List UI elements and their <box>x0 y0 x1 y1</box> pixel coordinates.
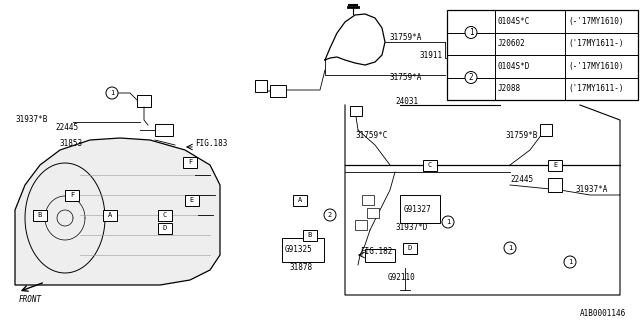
Bar <box>155 124 173 136</box>
Bar <box>447 10 638 100</box>
Circle shape <box>504 242 516 254</box>
Text: G91327: G91327 <box>404 204 432 213</box>
Text: 2: 2 <box>328 212 332 218</box>
Text: 31878: 31878 <box>290 263 313 273</box>
Text: C: C <box>163 212 167 218</box>
Bar <box>548 159 562 171</box>
Text: 31759*A: 31759*A <box>390 33 422 42</box>
Bar <box>365 249 395 262</box>
Text: F: F <box>188 159 192 165</box>
Circle shape <box>564 256 576 268</box>
Text: D: D <box>163 225 167 231</box>
Text: ('17MY1611-): ('17MY1611-) <box>568 84 623 93</box>
Text: FRONT: FRONT <box>19 295 42 305</box>
Text: 31759*A: 31759*A <box>390 74 422 83</box>
Text: 22445: 22445 <box>510 175 533 185</box>
Text: D: D <box>408 245 412 251</box>
Bar <box>403 243 417 253</box>
Text: 0104S*D: 0104S*D <box>498 62 531 71</box>
Bar <box>355 220 367 230</box>
Text: 31759*B: 31759*B <box>505 131 538 140</box>
Text: G92110: G92110 <box>388 274 416 283</box>
Text: 24031: 24031 <box>395 97 418 106</box>
Bar <box>293 195 307 205</box>
Bar <box>158 222 172 234</box>
Text: 22445: 22445 <box>55 124 78 132</box>
Text: B: B <box>308 232 312 238</box>
Text: 31853: 31853 <box>60 139 83 148</box>
Text: 2: 2 <box>468 73 474 82</box>
Text: 1: 1 <box>110 90 114 96</box>
Text: 31937*A: 31937*A <box>575 186 607 195</box>
Text: E: E <box>553 162 557 168</box>
Circle shape <box>324 209 336 221</box>
Text: 0104S*C: 0104S*C <box>498 17 531 26</box>
Bar <box>303 229 317 241</box>
Bar <box>423 159 437 171</box>
Text: B: B <box>38 212 42 218</box>
Bar <box>183 156 197 167</box>
Text: A: A <box>298 197 302 203</box>
Bar <box>350 106 362 116</box>
Bar <box>255 80 267 92</box>
Text: E: E <box>190 197 194 203</box>
Text: J20602: J20602 <box>498 39 525 48</box>
Circle shape <box>442 216 454 228</box>
Bar <box>185 195 199 205</box>
Text: 1: 1 <box>446 219 450 225</box>
Text: G91325: G91325 <box>285 245 313 254</box>
Text: FIG.182: FIG.182 <box>360 247 392 257</box>
Text: 31759*C: 31759*C <box>355 131 387 140</box>
Text: 31911: 31911 <box>420 52 443 60</box>
Bar <box>540 124 552 136</box>
Bar <box>33 210 47 220</box>
Text: 31937*D: 31937*D <box>395 223 428 233</box>
Text: F: F <box>70 192 74 198</box>
Bar <box>103 210 117 220</box>
Circle shape <box>465 27 477 38</box>
Bar <box>158 210 172 220</box>
Polygon shape <box>15 138 220 285</box>
Text: 1: 1 <box>508 245 512 251</box>
Bar <box>362 195 374 205</box>
Text: A: A <box>108 212 112 218</box>
Text: C: C <box>428 162 432 168</box>
Text: (-'17MY1610): (-'17MY1610) <box>568 62 623 71</box>
Text: J2088: J2088 <box>498 84 521 93</box>
Text: A1B0001146: A1B0001146 <box>580 308 627 317</box>
Bar <box>548 178 562 192</box>
Text: 1: 1 <box>568 259 572 265</box>
Bar <box>270 85 286 97</box>
Text: (-'17MY1610): (-'17MY1610) <box>568 17 623 26</box>
Text: 1: 1 <box>468 28 474 37</box>
Bar <box>400 195 440 223</box>
Bar <box>367 208 379 218</box>
Circle shape <box>465 71 477 84</box>
Bar <box>282 238 324 262</box>
Text: 31937*B: 31937*B <box>15 116 47 124</box>
Circle shape <box>106 87 118 99</box>
Bar <box>65 189 79 201</box>
Text: ('17MY1611-): ('17MY1611-) <box>568 39 623 48</box>
Text: FIG.183: FIG.183 <box>195 139 227 148</box>
Bar <box>137 95 151 107</box>
